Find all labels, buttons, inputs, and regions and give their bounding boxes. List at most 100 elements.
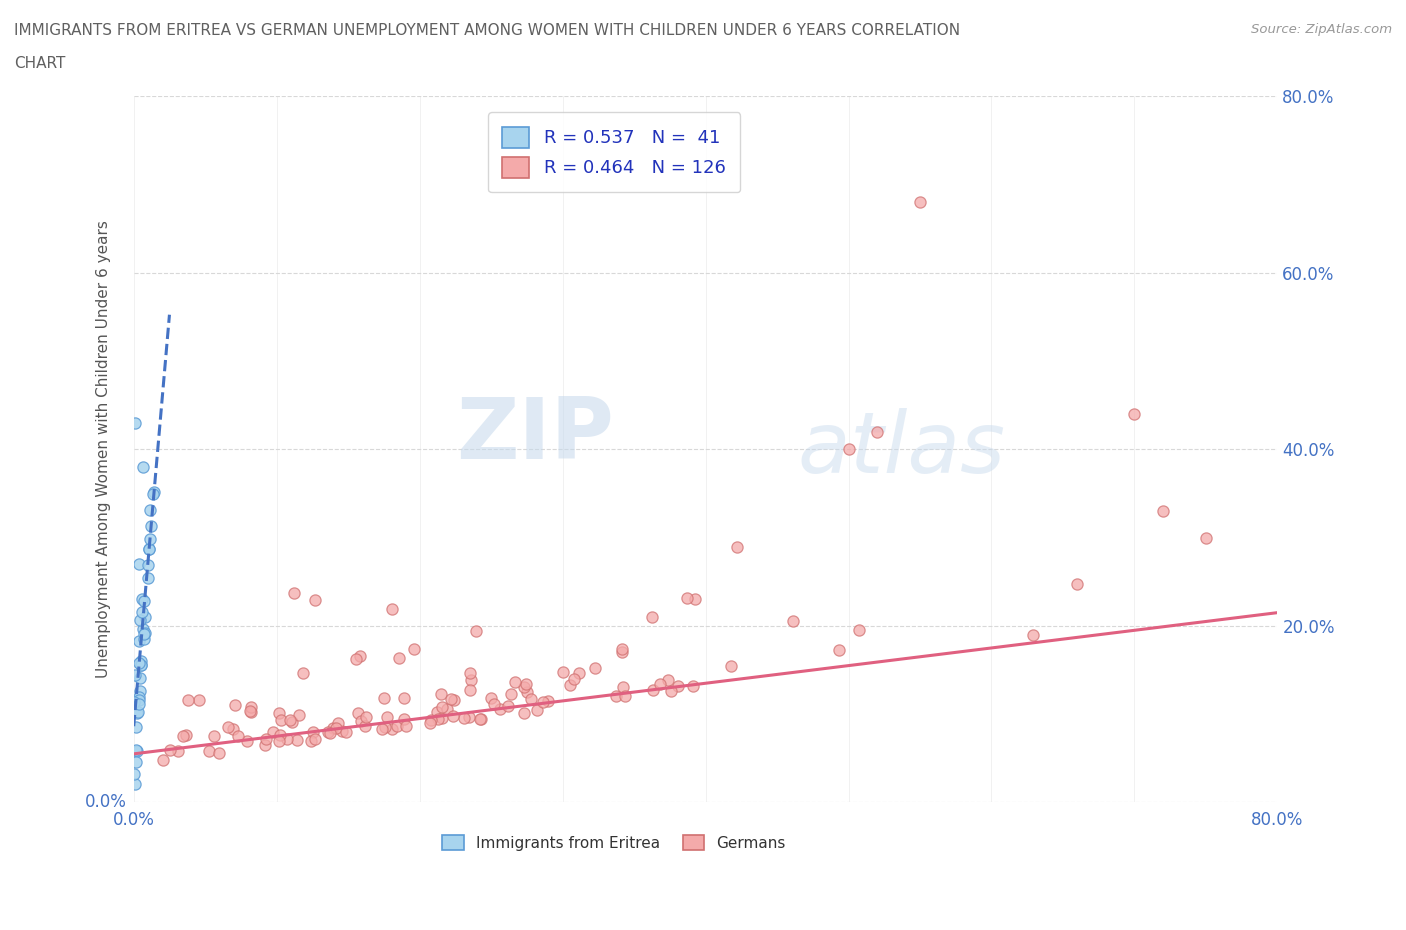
Point bbox=[614, 688, 637, 703]
Point bbox=[374, 720, 396, 735]
Point bbox=[479, 690, 502, 705]
Point bbox=[226, 729, 249, 744]
Point bbox=[498, 698, 520, 713]
Text: CHART: CHART bbox=[14, 56, 66, 71]
Point bbox=[464, 624, 486, 639]
Point bbox=[516, 684, 538, 699]
Point bbox=[125, 754, 148, 769]
Point bbox=[381, 602, 404, 617]
Point bbox=[177, 692, 200, 707]
Point bbox=[458, 710, 481, 724]
Point bbox=[128, 656, 150, 671]
Point bbox=[125, 719, 148, 734]
Point bbox=[197, 743, 219, 758]
Point bbox=[381, 722, 404, 737]
Point bbox=[269, 728, 291, 743]
Point bbox=[304, 732, 326, 747]
Point bbox=[138, 532, 160, 547]
Point bbox=[657, 672, 679, 687]
Point bbox=[848, 622, 870, 637]
Point bbox=[344, 651, 367, 666]
Point bbox=[128, 684, 150, 698]
Point bbox=[392, 690, 415, 705]
Point bbox=[124, 668, 146, 683]
Point bbox=[129, 654, 152, 669]
Point bbox=[1152, 504, 1174, 519]
Point bbox=[354, 710, 377, 724]
Point bbox=[301, 734, 323, 749]
Point bbox=[330, 724, 353, 738]
Point bbox=[267, 705, 290, 720]
Point bbox=[468, 712, 491, 727]
Point bbox=[404, 642, 426, 657]
Point bbox=[122, 695, 145, 710]
Point bbox=[207, 745, 229, 760]
Point bbox=[1022, 628, 1045, 643]
Point bbox=[666, 678, 689, 693]
Point bbox=[326, 716, 349, 731]
Point bbox=[346, 705, 368, 720]
Point bbox=[558, 678, 581, 693]
Legend: Immigrants from Eritrea, Germans: Immigrants from Eritrea, Germans bbox=[434, 827, 793, 858]
Point bbox=[125, 706, 148, 721]
Point bbox=[124, 777, 146, 791]
Point bbox=[278, 712, 301, 727]
Point bbox=[240, 705, 263, 720]
Point bbox=[426, 704, 449, 719]
Point bbox=[132, 626, 155, 641]
Point bbox=[531, 694, 554, 709]
Point bbox=[174, 727, 197, 742]
Point bbox=[551, 665, 574, 680]
Point bbox=[683, 591, 706, 606]
Point bbox=[501, 686, 523, 701]
Point bbox=[202, 729, 225, 744]
Point bbox=[138, 541, 160, 556]
Point bbox=[460, 672, 482, 687]
Point bbox=[1195, 530, 1218, 545]
Point bbox=[134, 631, 156, 646]
Point bbox=[302, 724, 325, 739]
Point bbox=[395, 718, 418, 733]
Point bbox=[281, 714, 304, 729]
Point bbox=[128, 697, 150, 711]
Point bbox=[239, 699, 262, 714]
Point bbox=[318, 724, 340, 739]
Point bbox=[562, 671, 585, 686]
Point bbox=[139, 519, 162, 534]
Point bbox=[375, 710, 398, 724]
Point bbox=[440, 692, 463, 707]
Point bbox=[128, 633, 150, 648]
Point bbox=[605, 688, 627, 703]
Text: Source: ZipAtlas.com: Source: ZipAtlas.com bbox=[1251, 23, 1392, 36]
Point bbox=[131, 658, 153, 672]
Text: ZIP: ZIP bbox=[457, 393, 614, 477]
Point bbox=[159, 743, 181, 758]
Point bbox=[134, 626, 156, 641]
Point bbox=[453, 711, 475, 725]
Point bbox=[458, 666, 481, 681]
Point bbox=[866, 424, 889, 439]
Point bbox=[392, 711, 415, 726]
Point bbox=[128, 692, 150, 707]
Point bbox=[720, 659, 742, 674]
Point bbox=[460, 683, 482, 698]
Point bbox=[443, 693, 465, 708]
Point bbox=[489, 701, 512, 716]
Point bbox=[128, 613, 150, 628]
Point bbox=[127, 705, 149, 720]
Point bbox=[828, 642, 851, 657]
Point bbox=[420, 712, 443, 727]
Point bbox=[136, 558, 159, 573]
Point bbox=[441, 709, 464, 724]
Point bbox=[319, 725, 342, 740]
Text: atlas: atlas bbox=[797, 408, 1005, 491]
Point bbox=[1123, 406, 1146, 421]
Point bbox=[526, 702, 548, 717]
Point bbox=[124, 416, 146, 431]
Point bbox=[648, 677, 671, 692]
Point bbox=[612, 644, 634, 659]
Point bbox=[419, 715, 441, 730]
Point bbox=[513, 705, 536, 720]
Point bbox=[682, 679, 704, 694]
Point bbox=[430, 700, 453, 715]
